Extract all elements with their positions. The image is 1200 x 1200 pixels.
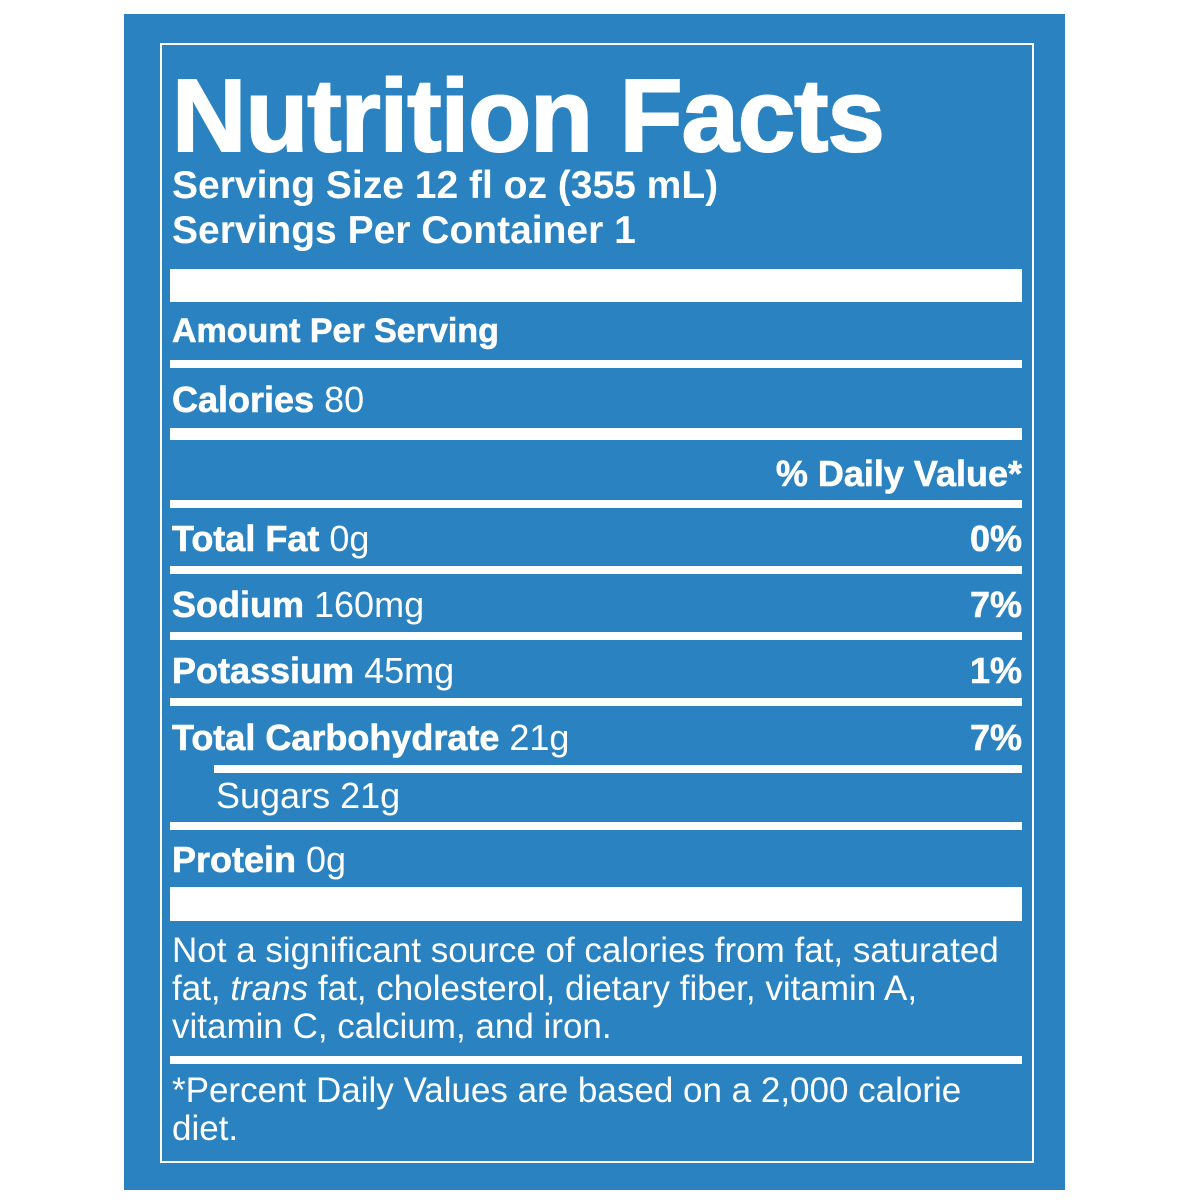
daily-value-header-row: % Daily Value* xyxy=(172,453,1023,500)
nutrient-daily-value: 7% xyxy=(969,584,1023,625)
nutrient-row-protein: Protein 0g xyxy=(172,839,1022,886)
daily-value-header: % Daily Value* xyxy=(775,453,1023,494)
nutrient-name: Total Fat 0g xyxy=(172,518,370,559)
nutrient-name: Total Carbohydrate 21g xyxy=(172,717,570,758)
calories-value: 80 xyxy=(324,379,365,420)
nutrition-label xyxy=(124,14,1065,1190)
thick-divider-top xyxy=(170,269,1022,302)
nutrient-daily-value: 0% xyxy=(969,518,1023,559)
calories-label: Calories 80 xyxy=(172,379,365,420)
nutrient-name: Sugars 21g xyxy=(216,775,401,816)
divider-footnote xyxy=(170,1056,1022,1064)
nutrient-daily-value: 1% xyxy=(969,650,1023,691)
serving-size: Serving Size 12 fl oz (355 mL) xyxy=(172,164,719,207)
label-border xyxy=(160,43,1034,1163)
nutrient-name: Protein 0g xyxy=(172,839,347,880)
nutrient-amount: 45mg xyxy=(364,650,455,691)
nutrient-amount: 0g xyxy=(306,839,347,880)
nutrient-name: Sodium 160mg xyxy=(172,584,425,625)
daily-value-footnote: *Percent Daily Values are based on a 2,0… xyxy=(172,1071,962,1148)
trans-italic: trans xyxy=(230,969,309,1008)
divider-daily-value xyxy=(170,428,1022,440)
nutrient-amount: 160mg xyxy=(314,584,425,625)
nutrient-amount: 21g xyxy=(509,717,570,758)
nutrient-row-potassium: Potassium 45mg 1% xyxy=(172,650,1023,697)
thick-divider-bottom xyxy=(170,887,1022,921)
divider-protein xyxy=(170,822,1022,830)
divider-sodium xyxy=(170,566,1022,574)
nutrient-row-sugars: Sugars 21g xyxy=(216,778,1022,822)
nutrient-row-total-fat: Total Fat 0g 0% xyxy=(172,518,1023,565)
insignificant-sources-note: Not a significant source of calories fro… xyxy=(172,931,999,1046)
label-title: Nutrition Facts xyxy=(171,58,886,173)
servings-per-container: Servings Per Container 1 xyxy=(172,209,636,252)
nutrient-amount: 0g xyxy=(329,518,370,559)
nutrient-name: Potassium 45mg xyxy=(172,650,455,691)
divider-carbohydrate xyxy=(170,698,1022,706)
nutrient-amount: 21g xyxy=(340,775,401,816)
amount-per-serving-row: Amount Per Serving xyxy=(172,314,1022,358)
calories-row: Calories 80 xyxy=(172,379,1022,426)
nutrient-row-sodium: Sodium 160mg 7% xyxy=(172,584,1023,631)
divider-potassium xyxy=(170,632,1022,640)
divider-calories xyxy=(170,360,1022,368)
nutrient-row-total-carbohydrate: Total Carbohydrate 21g 7% xyxy=(172,717,1023,764)
nutrient-daily-value: 7% xyxy=(969,717,1023,758)
divider-sugars xyxy=(214,765,1022,773)
divider-total-fat xyxy=(170,500,1022,508)
amount-per-serving-label: Amount Per Serving xyxy=(172,312,499,350)
